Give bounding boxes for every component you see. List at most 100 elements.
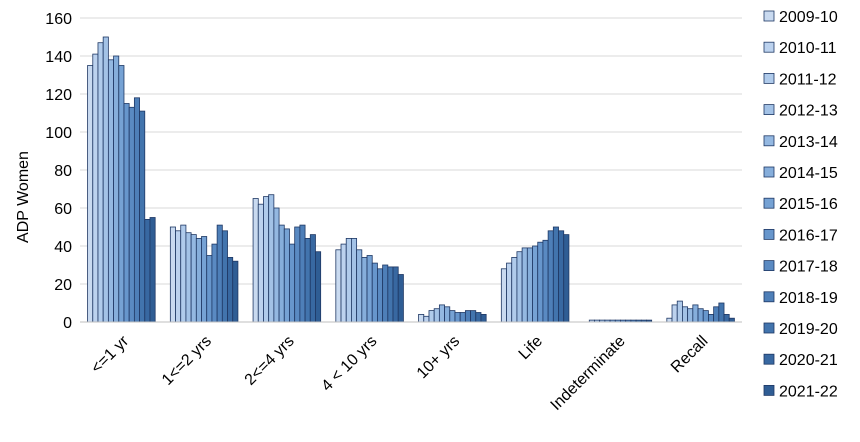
bar (708, 313, 715, 323)
legend: 2009-10 2010-11 2011-12 2012-13 2013-14 2014-… (763, 9, 838, 400)
bar (149, 217, 156, 323)
bar (180, 224, 187, 323)
bar (195, 237, 202, 323)
bar (418, 313, 425, 323)
bar (304, 237, 311, 323)
bar (521, 247, 528, 323)
legend-label: 2012-13 (779, 103, 838, 120)
bar (532, 245, 539, 323)
legend-swatch (763, 73, 775, 84)
bar (257, 203, 264, 323)
bar (268, 194, 275, 323)
bar (433, 308, 440, 323)
bar (702, 310, 709, 323)
bar (697, 308, 704, 323)
bar (382, 264, 389, 323)
y-axis-title: ADP Women (15, 151, 32, 243)
y-tick-label: 40 (54, 239, 72, 256)
bar (454, 312, 461, 323)
bar (428, 310, 435, 323)
bar (526, 247, 533, 323)
y-tick-label: 0 (63, 315, 72, 332)
y-tick-label: 140 (45, 49, 72, 66)
bar (666, 317, 673, 323)
legend-label: 2020-21 (779, 352, 838, 369)
bar (211, 243, 218, 323)
bar (175, 230, 182, 323)
bar (278, 224, 285, 323)
legend-label: 2017-18 (779, 259, 838, 276)
bar (687, 308, 694, 323)
y-tick-label: 120 (45, 87, 72, 104)
y-tick-label: 80 (54, 163, 72, 180)
bar (423, 315, 430, 323)
legend-swatch (763, 166, 775, 178)
bar (547, 230, 554, 323)
bar (444, 306, 451, 323)
x-axis-ticks: <=1 yr 1<=2 yrs 2<=4 yrs 4 < 10 yrs 10+ yrs L… (88, 332, 711, 414)
bar (671, 304, 678, 323)
bar (366, 255, 373, 323)
bar (438, 304, 445, 323)
bar (392, 266, 399, 323)
legend-swatch (763, 104, 775, 115)
bar (221, 230, 228, 323)
x-tick-label: 4 < 10 yrs (318, 333, 380, 395)
bar (377, 268, 384, 323)
legend-swatch (763, 41, 775, 53)
legend-label: 2015-16 (779, 196, 838, 213)
legend-label: 2013-14 (779, 134, 838, 151)
bar (558, 230, 565, 323)
bar (537, 241, 544, 323)
bar (475, 312, 482, 323)
bar (449, 310, 456, 323)
bar (563, 234, 570, 323)
bar (201, 236, 208, 323)
bar (232, 260, 239, 323)
bar (113, 55, 120, 323)
bar (340, 243, 347, 323)
y-tick-label: 20 (54, 277, 72, 294)
legend-label: 2021-22 (779, 383, 838, 400)
legend-label: 2019-20 (779, 321, 838, 338)
bar (459, 312, 466, 323)
bar (387, 266, 394, 323)
bar (309, 234, 316, 323)
bar (315, 251, 322, 323)
bar (299, 224, 306, 323)
legend-swatch (763, 291, 775, 303)
y-axis-ticks: 0 20 40 60 80 100 120 140 160 (45, 11, 72, 332)
bar (139, 110, 146, 323)
bar (552, 226, 559, 323)
bar (169, 226, 176, 323)
bar (107, 59, 114, 323)
bar (283, 228, 290, 323)
legend-label: 2014-15 (779, 165, 838, 182)
legend-swatch (763, 384, 775, 396)
bar (144, 218, 151, 323)
legend-label: 2009-10 (779, 9, 838, 26)
bar (464, 310, 471, 323)
y-tick-label: 60 (54, 201, 72, 218)
bar (289, 243, 296, 323)
bar (351, 237, 358, 323)
legend-swatch (763, 10, 775, 22)
legend-label: 2016-17 (779, 227, 838, 244)
bar (676, 300, 683, 323)
bar (728, 317, 735, 323)
bar (356, 249, 363, 323)
legend-swatch (763, 197, 775, 209)
bar (542, 239, 549, 323)
legend-swatch (763, 135, 775, 147)
bar (516, 251, 523, 323)
bar (190, 234, 197, 323)
bar (470, 310, 477, 323)
bar (692, 304, 699, 323)
legend-label: 2018-19 (779, 290, 838, 307)
bar (345, 237, 352, 323)
bar (397, 274, 404, 323)
bar (480, 313, 487, 323)
bar (682, 306, 689, 323)
bar (361, 256, 368, 323)
bar (723, 313, 730, 323)
